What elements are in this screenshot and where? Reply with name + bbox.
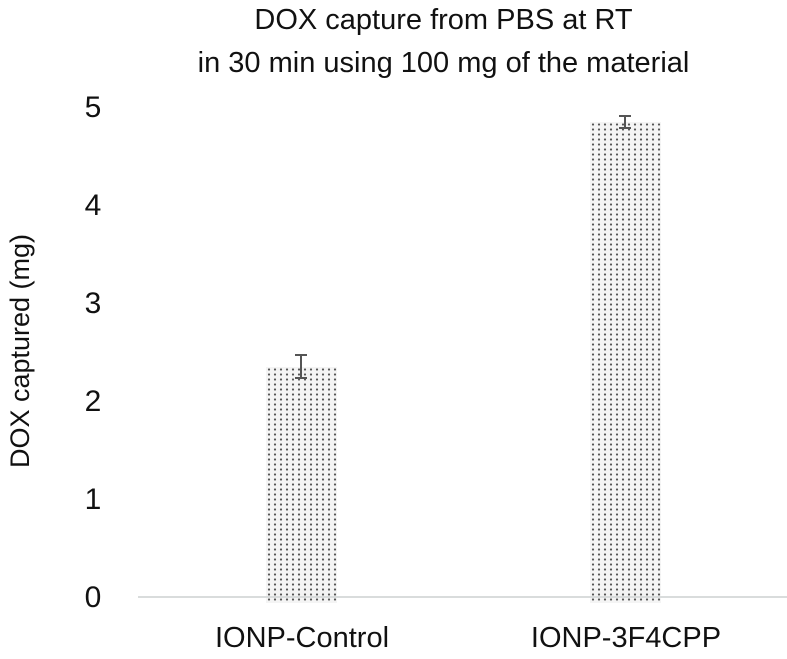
bar-ionp-control — [266, 366, 337, 603]
x-axis-line — [138, 596, 787, 598]
chart-title-line-1: DOX capture from PBS at RT — [254, 4, 633, 36]
chart-title-line-2: in 30 min using 100 mg of the material — [197, 47, 690, 79]
y-tick-4: 4 — [84, 189, 102, 222]
error-cap-bottom-ionp-3f4cpp — [619, 126, 631, 129]
error-bar-ionp-3f4cpp — [624, 115, 626, 128]
error-cap-top-ionp-3f4cpp — [619, 114, 631, 117]
y-tick-1: 1 — [84, 483, 102, 516]
x-label-ionp-control: IONP-Control — [214, 622, 390, 654]
y-tick-0: 0 — [84, 581, 102, 614]
y-axis-label: DOX captured (mg) — [5, 233, 35, 469]
error-cap-top-ionp-control — [295, 353, 307, 356]
x-label-ionp-3f4cpp: IONP-3F4CPP — [530, 622, 722, 654]
y-tick-5: 5 — [84, 91, 102, 124]
error-bar-ionp-control — [300, 354, 302, 379]
y-tick-3: 3 — [84, 287, 102, 320]
y-tick-2: 2 — [84, 385, 102, 418]
bar-ionp-3f4cpp — [590, 121, 661, 603]
error-cap-bottom-ionp-control — [295, 377, 307, 380]
